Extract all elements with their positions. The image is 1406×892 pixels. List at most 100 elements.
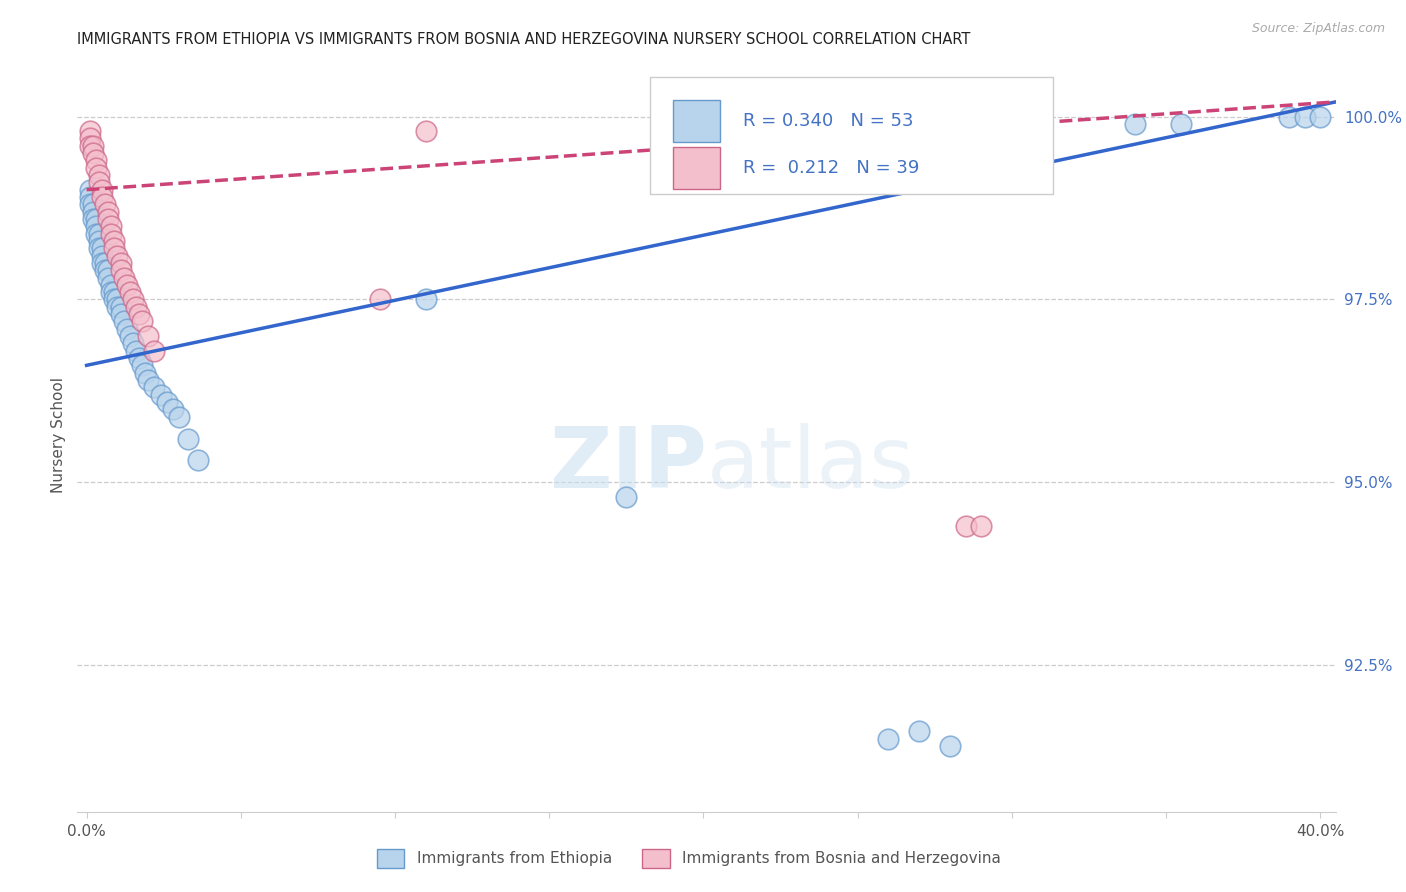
Point (94, 263, 117, 277)
Point (1170, 117, 1192, 131)
Text: ZIP: ZIP (548, 424, 707, 507)
Point (115, 277, 138, 292)
Point (1123, 117, 1146, 131)
Point (107, 300, 129, 314)
Point (87, 234, 110, 248)
Point (143, 343, 166, 358)
Point (87, 175, 110, 189)
Point (924, 110, 946, 124)
Point (100, 227, 122, 241)
Point (939, 110, 962, 124)
Legend: Immigrants from Ethiopia, Immigrants from Bosnia and Herzegovina: Immigrants from Ethiopia, Immigrants fro… (371, 843, 1007, 873)
Point (103, 285, 125, 300)
Point (87, 168, 110, 182)
Point (939, 739, 962, 753)
Point (97, 204, 120, 219)
Point (87, 241, 110, 255)
Point (100, 277, 122, 292)
Point (91, 190, 114, 204)
Point (149, 387, 172, 401)
FancyBboxPatch shape (672, 101, 720, 142)
Point (97, 211, 120, 226)
Text: Source: ZipAtlas.com: Source: ZipAtlas.com (1251, 22, 1385, 36)
Text: atlas: atlas (707, 424, 914, 507)
Point (110, 307, 132, 321)
Point (955, 519, 977, 533)
Point (84, 211, 107, 226)
Point (162, 402, 184, 417)
Point (87, 227, 110, 241)
Point (79, 183, 101, 197)
Point (79, 190, 101, 204)
Point (84, 153, 107, 168)
Point (91, 241, 114, 255)
Point (131, 359, 153, 373)
Point (110, 263, 132, 277)
Point (368, 293, 391, 307)
Point (82, 197, 104, 211)
Point (136, 373, 159, 387)
Y-axis label: Nursery School: Nursery School (51, 376, 66, 493)
Text: R = 0.340   N = 53: R = 0.340 N = 53 (742, 112, 914, 130)
Point (79, 131, 101, 145)
Point (136, 329, 159, 343)
Point (167, 409, 190, 424)
Point (908, 724, 931, 739)
FancyBboxPatch shape (650, 77, 1053, 194)
Point (97, 263, 120, 277)
Point (79, 138, 101, 153)
Point (84, 227, 107, 241)
Point (84, 219, 107, 234)
Point (187, 453, 209, 467)
Point (82, 204, 104, 219)
Point (121, 336, 143, 351)
Point (103, 293, 125, 307)
Point (692, 117, 714, 131)
Point (115, 322, 138, 336)
Point (103, 234, 125, 248)
Point (82, 138, 104, 153)
Point (110, 256, 132, 270)
Point (82, 211, 104, 226)
Point (79, 124, 101, 138)
Point (110, 300, 132, 314)
Point (143, 380, 166, 394)
Point (134, 366, 156, 380)
Point (91, 249, 114, 263)
Point (79, 197, 101, 211)
Point (908, 110, 931, 124)
Point (415, 293, 437, 307)
Point (970, 519, 993, 533)
Point (128, 307, 150, 321)
Point (877, 117, 900, 131)
Point (118, 329, 141, 343)
Point (82, 146, 104, 161)
Point (97, 270, 120, 285)
Point (91, 256, 114, 270)
Point (177, 432, 200, 446)
Point (1294, 110, 1316, 124)
Point (94, 256, 117, 270)
Point (415, 124, 437, 138)
Point (112, 270, 135, 285)
Point (100, 285, 122, 300)
Point (131, 314, 153, 328)
Point (614, 490, 637, 504)
Point (118, 285, 141, 300)
Point (94, 197, 117, 211)
Point (128, 351, 150, 365)
Point (91, 183, 114, 197)
Point (107, 249, 129, 263)
Point (107, 293, 129, 307)
Point (103, 241, 125, 255)
Text: IMMIGRANTS FROM ETHIOPIA VS IMMIGRANTS FROM BOSNIA AND HERZEGOVINA NURSERY SCHOO: IMMIGRANTS FROM ETHIOPIA VS IMMIGRANTS F… (77, 32, 970, 47)
Point (121, 293, 143, 307)
FancyBboxPatch shape (672, 147, 720, 189)
Text: R =  0.212   N = 39: R = 0.212 N = 39 (742, 159, 920, 177)
Point (125, 300, 148, 314)
Point (100, 219, 122, 234)
Point (1278, 110, 1301, 124)
Point (877, 731, 900, 746)
Point (84, 161, 107, 175)
Point (125, 343, 148, 358)
